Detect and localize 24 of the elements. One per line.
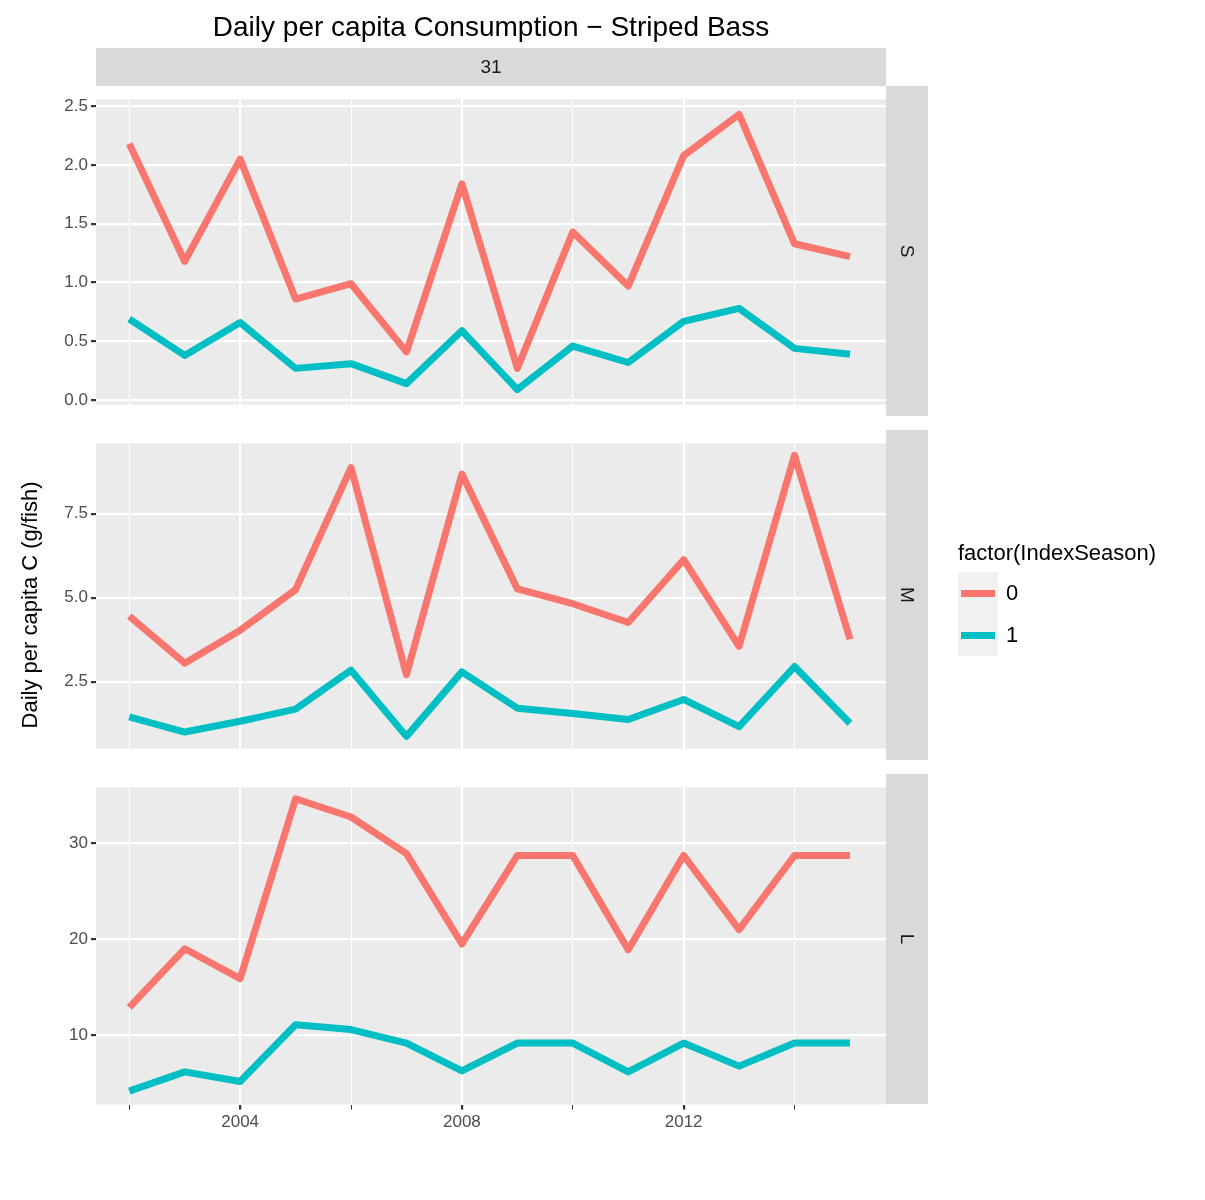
x-tick-label: 2012 [664, 1112, 703, 1132]
legend-label: 1 [1006, 622, 1019, 648]
legend-title: factor(IndexSeason) [958, 540, 1157, 566]
legend-label: 0 [1006, 580, 1019, 606]
text: S [896, 244, 918, 258]
y-tick-label: 30 [69, 832, 88, 852]
y-tick-label: 1.0 [64, 272, 88, 292]
chart-title: Daily per capita Consumption − Striped Bass [211, 10, 771, 44]
text: M [896, 587, 918, 603]
y-tick-label: 0.5 [64, 331, 88, 351]
y-axis-title: Daily per capita C (g/fish) [17, 481, 43, 729]
chart-subtitle: 31 [96, 48, 886, 86]
y-tick-label: 2.5 [64, 95, 88, 115]
y-tick-label: 2.0 [64, 154, 88, 174]
x-tick-label: 2008 [442, 1112, 481, 1132]
y-tick-label: 10 [69, 1025, 88, 1045]
text: L [896, 933, 918, 945]
y-tick-label: 1.5 [64, 213, 88, 233]
y-tick-label: 5.0 [64, 587, 88, 607]
y-tick-label: 20 [69, 928, 88, 948]
x-tick-label: 2004 [221, 1112, 260, 1132]
y-tick-label: 7.5 [64, 503, 88, 523]
y-tick-label: 0.0 [64, 389, 88, 409]
y-tick-label: 2.5 [64, 671, 88, 691]
